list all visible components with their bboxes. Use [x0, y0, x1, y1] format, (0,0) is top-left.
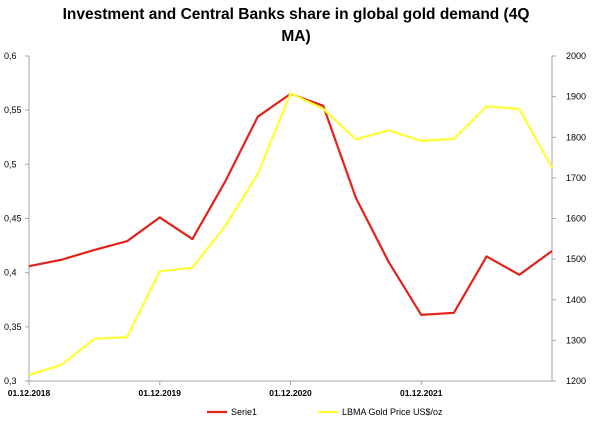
right-tick-label: 1500	[566, 254, 586, 264]
left-tick-label: 0,55	[4, 105, 22, 115]
chart-title: Investment and Central Banks share in gl…	[0, 4, 592, 48]
chart-title-line-2: MA)	[281, 28, 311, 45]
right-tick-label: 1300	[566, 335, 586, 345]
left-tick-label: 0,5	[4, 159, 17, 169]
right-tick-label: 1200	[566, 376, 586, 386]
legend-label: Serie1	[231, 407, 257, 417]
chart-title-line-1: Investment and Central Banks share in gl…	[62, 6, 530, 23]
right-tick-label: 1800	[566, 132, 586, 142]
right-tick-label: 1700	[566, 173, 586, 183]
legend-label: LBMA Gold Price US$/oz	[342, 407, 443, 417]
left-tick-label: 0,35	[4, 322, 22, 332]
right-tick-label: 1400	[566, 295, 586, 305]
x-tick-label: 01.12.2020	[269, 388, 312, 398]
series-line-2	[28, 92, 553, 376]
series-layer	[28, 92, 553, 376]
left-tick-label: 0,4	[4, 268, 17, 278]
right-tick-label: 1600	[566, 214, 586, 224]
x-tick-label: 01.12.2021	[400, 388, 443, 398]
axes: 0,3 0,35 0,4 0,45 0,5 0,55 0,6 1200 1300 1400 1500…	[4, 51, 586, 398]
x-tick-label: 01.12.2019	[138, 388, 181, 398]
series-line-1	[28, 92, 553, 316]
left-tick-label: 0,45	[4, 214, 22, 224]
right-tick-label: 2000	[566, 51, 586, 61]
left-tick-label: 0,6	[4, 51, 17, 61]
left-tick-label: 0,3	[4, 376, 17, 386]
x-tick-label: 01.12.2018	[8, 388, 51, 398]
legend: Serie1 LBMA Gold Price US$/oz	[207, 407, 443, 417]
right-tick-label: 1900	[566, 92, 586, 102]
